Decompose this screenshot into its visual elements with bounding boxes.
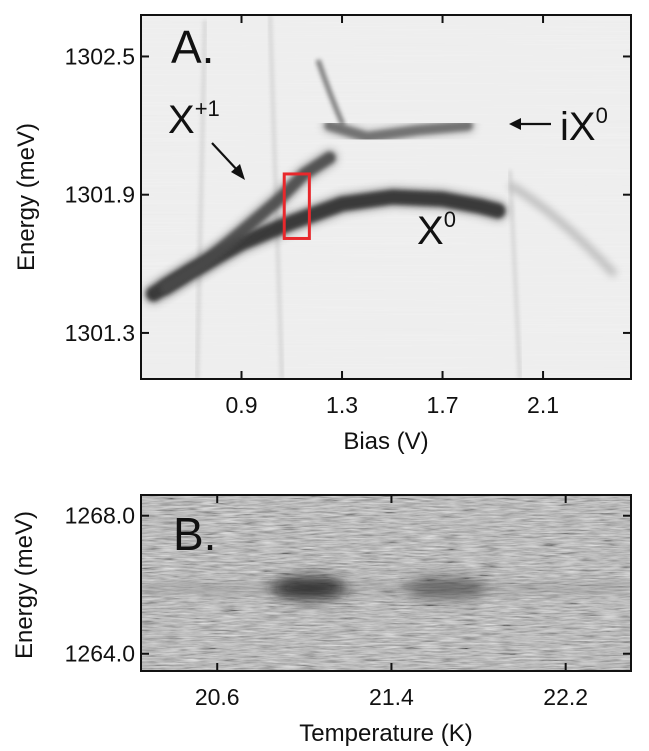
panel-a-x-tick-label: 1.3 <box>326 392 358 418</box>
panel-a-y-tick-label: 1301.3 <box>65 320 135 346</box>
panel-b-image <box>141 576 631 601</box>
panel-b-y-tick-label: 1268.0 <box>65 503 135 529</box>
ix0-arrowhead <box>509 118 521 130</box>
panel-b-x-axis-title: Temperature (K) <box>299 720 472 747</box>
panel-b-feature <box>403 576 488 601</box>
panel-b-label: B. <box>173 508 216 560</box>
ix0-spike <box>315 59 346 126</box>
panel-a-y-tick-label: 1301.9 <box>65 182 135 208</box>
x-plus-1-arrow <box>211 142 240 173</box>
ix0-tail <box>508 181 618 278</box>
highlight-box <box>282 172 311 240</box>
panel-a-streak <box>195 19 207 379</box>
panel-a-frame <box>140 14 632 380</box>
x-plus-1-label: X+1 <box>168 96 220 142</box>
panel-b-frame <box>140 494 632 672</box>
panel-a-x-tick-label: 0.9 <box>226 392 258 418</box>
panel-a-x-axis-title: Bias (V) <box>343 428 428 455</box>
panel-a-label: A. <box>171 21 214 73</box>
panel-b-y-tick-label: 1264.0 <box>65 641 135 667</box>
series-X+1-line <box>160 151 336 293</box>
panel-a: 0.9 1.3 1.7 2.1 1301.3 1301.9 1302.5 A. X+1 iX… <box>13 14 632 455</box>
panel-b-feature <box>270 576 347 601</box>
panel-a-x-tick-label: 2.1 <box>527 392 559 418</box>
panel-b-x-tick-label: 20.6 <box>195 684 240 710</box>
series-iX0-line <box>324 120 473 143</box>
panel-a-ticks: 0.9 1.3 1.7 2.1 1301.3 1301.9 1302.5 <box>65 15 631 418</box>
panel-a-image <box>143 15 618 379</box>
panel-a-y-tick-label: 1302.5 <box>65 43 135 69</box>
panel-a-x-tick-label: 1.7 <box>427 392 459 418</box>
panel-b-x-tick-label: 22.2 <box>543 684 588 710</box>
panel-b-x-tick-label: 21.4 <box>369 684 414 710</box>
panel-b-y-axis-title: Energy (meV) <box>11 511 38 659</box>
panel-b-ticks: 20.6 21.4 22.2 1264.0 1268.0 <box>65 495 631 710</box>
panel-b: 20.6 21.4 22.2 1264.0 1268.0 B. Temperature … <box>11 494 632 747</box>
panel-a-y-axis-title: Energy (meV) <box>13 123 40 271</box>
x0-label: X0 <box>417 207 456 253</box>
x-plus-1-arrowhead <box>231 164 245 180</box>
panel-b-band <box>141 582 631 595</box>
panel-a-streak <box>508 169 522 379</box>
ix0-label: iX0 <box>560 103 608 149</box>
